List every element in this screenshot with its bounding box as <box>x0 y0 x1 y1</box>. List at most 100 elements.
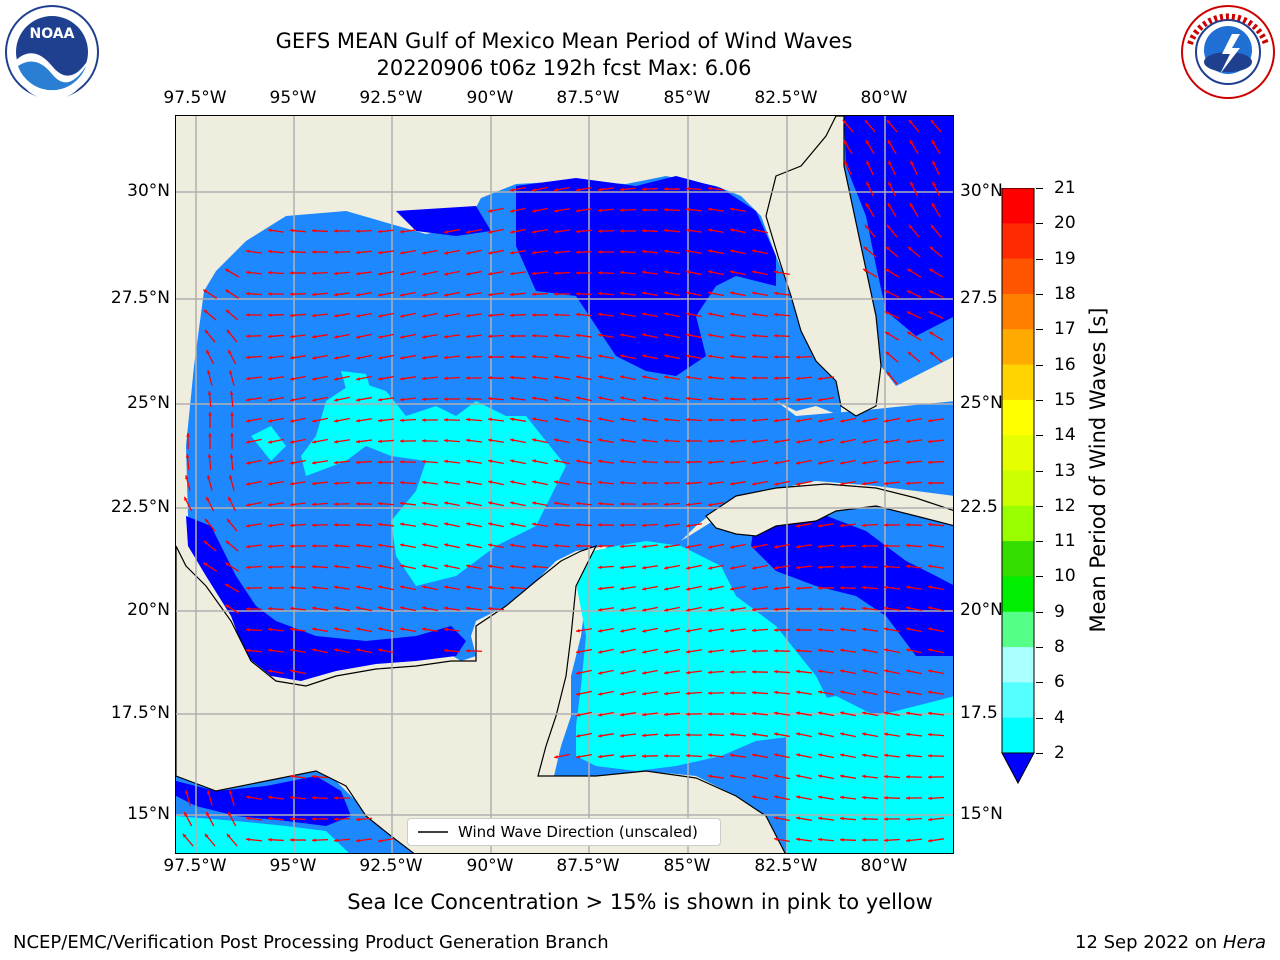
wind-arrow-head <box>598 733 602 738</box>
wind-arrow-head <box>246 565 250 570</box>
wind-arrow-head <box>378 271 382 276</box>
colorbar-tick-label: 21 <box>1054 178 1076 198</box>
wind-arrow-head <box>818 397 822 402</box>
wind-arrow-head <box>356 271 360 276</box>
wind-arrow-head <box>466 606 470 611</box>
wind-arrow-head <box>378 439 382 444</box>
wind-arrow-head <box>576 187 580 192</box>
wind-arrow-head <box>774 795 779 799</box>
wind-arrow-head <box>686 228 690 233</box>
wind-arrow-head <box>466 355 470 360</box>
wind-arrow-head <box>620 629 625 633</box>
wind-arrow-head <box>378 501 382 506</box>
wind-arrow-head <box>598 375 603 379</box>
wind-arrow-head <box>488 501 493 505</box>
wind-arrow-head <box>444 501 448 505</box>
lon-tick-top: 85°W <box>663 88 711 108</box>
wind-arrow-head <box>334 419 338 423</box>
lat-tick-left: 15°N <box>127 804 170 824</box>
wind-arrow-head <box>312 817 316 821</box>
wind-arrow-head <box>862 838 866 842</box>
wind-arrow-head <box>334 606 338 610</box>
wind-arrow-head <box>840 606 844 611</box>
wind-arrow-head <box>356 817 360 822</box>
wind-arrow-head <box>796 461 801 465</box>
wind-arrow-head <box>576 713 581 717</box>
wind-arrow-head <box>774 270 778 275</box>
svg-text:NOAA: NOAA <box>30 26 75 42</box>
wind-arrow-head <box>906 648 911 652</box>
wind-arrow-head <box>818 440 823 444</box>
wind-arrow-head <box>444 313 448 318</box>
wind-arrow-head <box>203 540 208 545</box>
wind-arrow-head <box>268 440 273 444</box>
wind-arrow-head <box>598 417 603 421</box>
wind-arrow-head <box>884 627 888 631</box>
wind-arrow-head <box>554 188 558 192</box>
wind-arrow-head <box>334 439 338 444</box>
wind-arrow-head <box>290 271 294 275</box>
wind-arrow-head <box>906 418 910 423</box>
wind-arrow-head <box>884 481 888 486</box>
wind-arrow-head <box>931 203 936 208</box>
colorbar-tick-label: 17 <box>1054 319 1076 340</box>
wind-arrow-head <box>204 833 209 838</box>
wind-arrow-head <box>334 523 338 527</box>
wind-wave-arrows <box>182 119 945 847</box>
wind-arrow-head <box>356 292 360 297</box>
wind-arrow-head <box>532 354 536 359</box>
wind-arrow-head <box>906 290 911 294</box>
colorbar-band <box>1002 258 1034 295</box>
wind-arrow-head <box>510 292 514 297</box>
wind-arrow-head <box>642 671 646 675</box>
wind-arrow-head <box>642 481 646 485</box>
wind-arrow-head <box>620 187 624 192</box>
wind-arrow-head <box>598 650 603 654</box>
colorbar-band <box>1002 435 1034 471</box>
wind-arrow-head <box>334 502 338 506</box>
wind-arrow-head <box>888 160 892 165</box>
wind-arrow-head <box>466 251 471 255</box>
wind-arrow-head <box>488 355 492 359</box>
wind-arrow-head <box>532 438 537 442</box>
wind-arrow-head <box>884 669 889 673</box>
wind-arrow-head <box>246 461 251 465</box>
wind-arrow-head <box>510 209 515 213</box>
wind-arrow-head <box>642 754 646 758</box>
colorbar-tick-label: 20 <box>1054 213 1076 234</box>
wind-arrow-head <box>268 669 272 674</box>
wind-arrow-head <box>400 418 404 423</box>
wind-arrow-head <box>863 246 868 251</box>
colorbar-tick-label: 18 <box>1054 283 1076 304</box>
lon-tick-top: 92.5°W <box>359 88 423 108</box>
wind-arrow-head <box>334 838 338 843</box>
wind-arrow-head <box>664 733 668 737</box>
wind-arrow-head <box>818 544 822 549</box>
lat-tick-right: 22.5 <box>960 497 998 517</box>
wind-arrow-head <box>203 289 208 294</box>
wind-arrow-head <box>730 628 734 633</box>
wind-arrow-head <box>664 608 669 612</box>
wind-arrow-head <box>686 545 690 549</box>
wind-arrow-head <box>664 691 668 696</box>
wind-arrow-head <box>312 627 316 631</box>
lon-tick-bottom: 82.5°W <box>754 856 818 876</box>
colorbar-tick-mark <box>1036 293 1043 295</box>
wind-arrow-head <box>422 501 426 506</box>
wind-arrow-head <box>840 648 844 653</box>
wind-arrow-head <box>422 627 426 632</box>
wind-arrow-head <box>708 375 712 380</box>
wind-arrow-head <box>642 312 646 316</box>
wind-arrow-head <box>642 208 646 212</box>
wind-arrow-head <box>708 249 713 253</box>
wind-arrow-head <box>268 482 272 486</box>
wind-arrow-head <box>206 349 210 354</box>
wind-arrow-head <box>620 523 624 527</box>
wind-arrow-head <box>642 187 646 192</box>
wind-arrow-head <box>664 502 668 507</box>
wind-arrow-head <box>576 375 580 379</box>
wind-arrow-head <box>268 795 272 800</box>
wind-arrow-head <box>290 795 294 800</box>
wind-arrow-head <box>686 691 690 696</box>
wind-arrow-head <box>642 733 646 738</box>
